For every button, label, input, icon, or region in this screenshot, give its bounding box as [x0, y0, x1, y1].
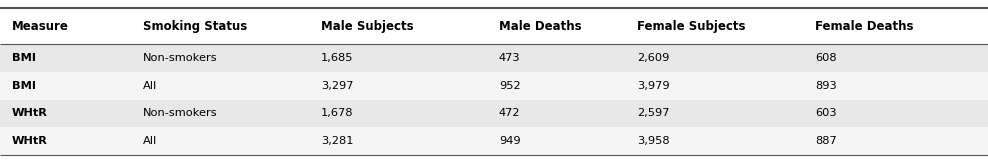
Bar — [0, 44, 988, 72]
Text: 2,609: 2,609 — [637, 53, 670, 63]
Text: 887: 887 — [815, 136, 837, 146]
Text: BMI: BMI — [12, 53, 36, 63]
Text: WHtR: WHtR — [12, 136, 47, 146]
Text: 603: 603 — [815, 108, 837, 118]
Text: 3,297: 3,297 — [321, 81, 354, 91]
Text: All: All — [143, 136, 157, 146]
Bar — [0, 127, 988, 155]
Text: 3,958: 3,958 — [637, 136, 670, 146]
Text: 608: 608 — [815, 53, 837, 63]
Text: All: All — [143, 81, 157, 91]
Text: Male Subjects: Male Subjects — [321, 20, 414, 33]
Text: 1,685: 1,685 — [321, 53, 354, 63]
Bar — [0, 72, 988, 100]
Text: 893: 893 — [815, 81, 837, 91]
Text: 3,281: 3,281 — [321, 136, 354, 146]
Text: Male Deaths: Male Deaths — [499, 20, 582, 33]
Text: Smoking Status: Smoking Status — [143, 20, 248, 33]
Text: 952: 952 — [499, 81, 521, 91]
Text: 949: 949 — [499, 136, 521, 146]
Text: Non-smokers: Non-smokers — [143, 53, 218, 63]
Text: 473: 473 — [499, 53, 521, 63]
Text: Non-smokers: Non-smokers — [143, 108, 218, 118]
Text: 3,979: 3,979 — [637, 81, 670, 91]
Text: BMI: BMI — [12, 81, 36, 91]
Bar — [0, 100, 988, 127]
Text: 472: 472 — [499, 108, 521, 118]
Text: 1,678: 1,678 — [321, 108, 354, 118]
Text: WHtR: WHtR — [12, 108, 47, 118]
Text: Female Deaths: Female Deaths — [815, 20, 914, 33]
Text: 2,597: 2,597 — [637, 108, 670, 118]
Text: Female Subjects: Female Subjects — [637, 20, 746, 33]
Text: Measure: Measure — [12, 20, 69, 33]
